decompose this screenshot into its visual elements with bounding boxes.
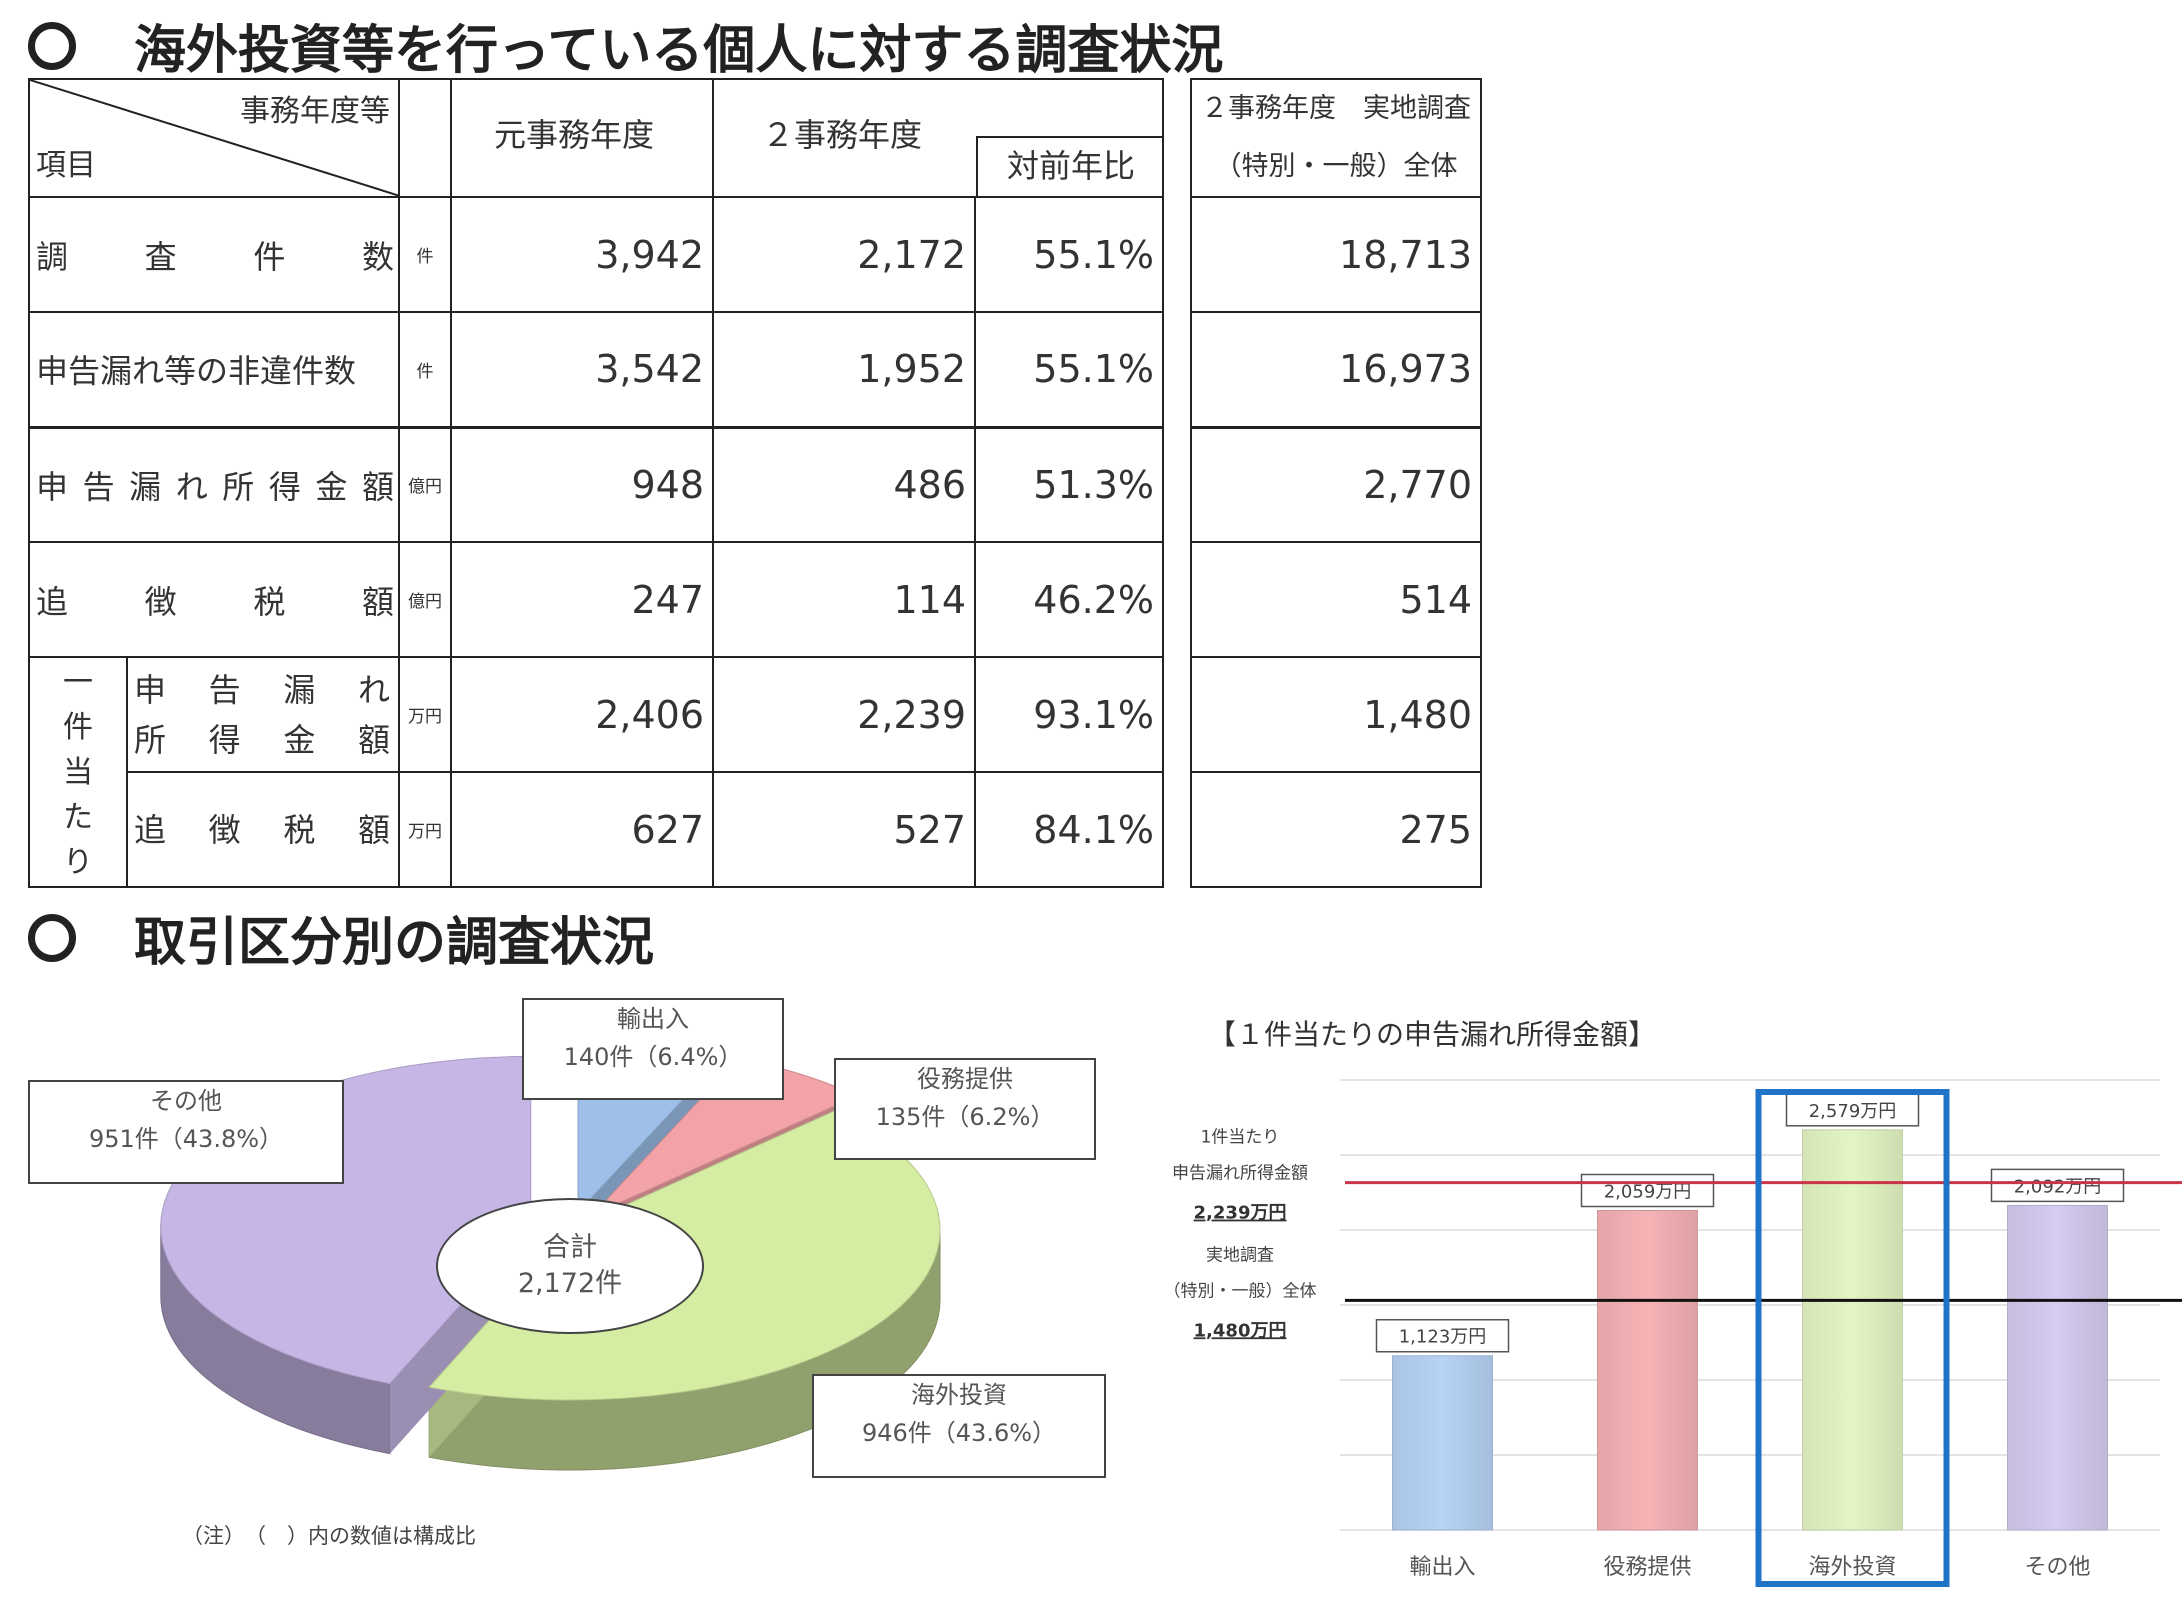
value-ratio: 55.1% (974, 311, 1164, 428)
highlight-frame (1755, 1089, 1950, 1587)
value-prev: 3,942 (450, 196, 714, 313)
row-label-line1: 申告漏れ (134, 670, 390, 709)
value-prev: 3,542 (450, 311, 714, 428)
value-curr: 1,952 (712, 311, 976, 428)
row-label: 追徴税額 (36, 582, 394, 621)
row-label: 申告漏れ等の非違件数 (28, 311, 400, 428)
value-curr: 114 (712, 541, 976, 658)
bar-その他 (2007, 1204, 2108, 1531)
bar-value-label: 2,092万円 (2014, 1176, 2102, 1197)
reference-label: 1件当たり (1201, 1128, 1280, 1148)
pie-note: （注） （ ）内の数値は構成比 (182, 1524, 476, 1548)
bar-chart-title: 【１件当たりの申告漏れ所得金額】 (1208, 1018, 1656, 1051)
row-label-line2: 所得金額 (134, 720, 390, 759)
corner-bottom-label: 項目 (36, 148, 96, 183)
unit-label: 万円 (398, 771, 452, 888)
value-prev: 247 (450, 541, 714, 658)
pie-callout-import: 輸出入 140件（6.4%） (522, 998, 784, 1100)
section-title-text: 取引区分別の調査状況 (134, 913, 655, 973)
row-label: 申告漏れ所得金額 (36, 467, 394, 506)
table-row: 一件当たり 申告漏れ 所得金額 万円 2,406 2,239 93.1% (28, 656, 1164, 888)
group-label-per-case: 一件当たり (63, 664, 93, 880)
bar-value-label: 2,579万円 (1809, 1101, 1897, 1122)
value-curr: 486 (712, 425, 976, 543)
row-label: 追徴税額 (134, 810, 390, 849)
unit-label: 件 (398, 311, 452, 428)
pie-callout-other: その他 951件（43.8%） (28, 1080, 344, 1184)
row-label: 調査件数 (36, 237, 394, 276)
reference-value: 2,239万円 (1194, 1203, 1287, 1224)
unit-label: 億円 (398, 425, 452, 543)
table-row: 申告漏れ所得金額 億円 948 486 51.3% (28, 425, 1164, 543)
bar-value-label: 2,059万円 (1604, 1182, 1692, 1203)
value-total: 16,973 (1190, 311, 1482, 428)
value-curr: 2,239 (712, 656, 976, 773)
reference-value: 1,480万円 (1194, 1320, 1287, 1341)
value-prev: 2,406 (450, 656, 714, 773)
col-header-curr-year: ２事務年度 対前年比 (712, 78, 1164, 198)
value-ratio: 55.1% (974, 196, 1164, 313)
bar-輸出入 (1392, 1355, 1493, 1531)
unit-label: 億円 (398, 541, 452, 658)
value-total: 1,480 (1190, 656, 1482, 773)
circle-bullet-icon (28, 21, 76, 70)
value-prev: 948 (450, 425, 714, 543)
section-title-survey: 海外投資等を行っている個人に対する調査状況 (28, 8, 1223, 83)
section-title-by-transaction: 取引区分別の調査状況 (28, 900, 654, 975)
value-prev: 627 (450, 771, 714, 888)
col-header-ratio: 対前年比 (976, 136, 1164, 196)
x-tick-label: 役務提供 (1603, 1555, 1691, 1580)
pie-total-label: 合計 2,172件 (436, 1198, 704, 1334)
corner-top-label: 事務年度等 (240, 94, 390, 129)
table-row: 申告漏れ等の非違件数 件 3,542 1,952 55.1% (28, 311, 1164, 428)
bar-value-box (1580, 1173, 1715, 1208)
circle-bullet-icon (28, 913, 76, 962)
reference-label: （特別・一般）全体 (1164, 1281, 1317, 1301)
unit-label: 万円 (398, 656, 452, 773)
overall-survey-table: ２事務年度 実地調査 （特別・一般）全体 18,713 16,973 2,770… (1190, 78, 1482, 888)
value-ratio: 84.1% (974, 771, 1164, 888)
value-curr: 527 (712, 771, 976, 888)
table-row: 追徴税額 万円 627 527 84.1% (29, 771, 1164, 888)
value-total: 514 (1190, 541, 1482, 658)
bar-value-box (1990, 1168, 2125, 1203)
table-corner-header: 事務年度等 項目 (28, 78, 400, 198)
bar-役務提供 (1597, 1210, 1698, 1531)
value-total: 18,713 (1190, 196, 1482, 313)
value-total: 2,770 (1190, 425, 1482, 543)
value-curr: 2,172 (712, 196, 976, 313)
reference-label: 申告漏れ所得金額 (1172, 1164, 1308, 1184)
x-tick-label: その他 (2024, 1555, 2090, 1580)
value-ratio: 46.2% (974, 541, 1164, 658)
bar-value-label: 1,123万円 (1399, 1327, 1487, 1348)
side-col-header: ２事務年度 実地調査 （特別・一般）全体 (1190, 78, 1482, 198)
x-tick-label: 海外投資 (1808, 1555, 1896, 1580)
table-row: 調査件数 件 3,942 2,172 55.1% (28, 196, 1164, 313)
table-row: 追徴税額 億円 247 114 46.2% (28, 541, 1164, 658)
reference-label: 実地調査 (1206, 1245, 1274, 1265)
bar-海外投資 (1802, 1129, 1903, 1531)
diagonal-divider (31, 81, 397, 195)
section-title-text: 海外投資等を行っている個人に対する調査状況 (134, 21, 1224, 81)
col-header-prev-year: 元事務年度 (450, 78, 714, 198)
pie-callout-service: 役務提供 135件（6.2%） (834, 1058, 1096, 1160)
survey-table: 事務年度等 項目 元事務年度 ２事務年度 対前年比 調査件数 件 3,942 2… (28, 78, 1164, 888)
x-tick-label: 輸出入 (1409, 1555, 1475, 1580)
value-ratio: 51.3% (974, 425, 1164, 543)
value-ratio: 93.1% (974, 656, 1164, 773)
bar-value-box (1375, 1318, 1510, 1353)
unit-label: 件 (398, 196, 452, 313)
value-total: 275 (1190, 771, 1482, 888)
pie-callout-investment: 海外投資 946件（43.6%） (812, 1374, 1106, 1478)
